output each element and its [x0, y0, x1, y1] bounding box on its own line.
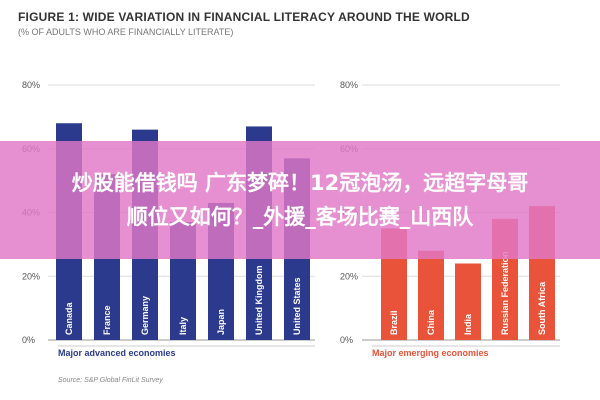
- emerging-bar: [418, 250, 444, 340]
- advanced-y-tick-label: 0%: [22, 335, 35, 345]
- advanced-category-label: Canada: [64, 301, 74, 335]
- overlay-headline-line-2: 顺位又如何？_外援_客场比赛_山西队: [126, 205, 474, 229]
- advanced-category-label: Germany: [140, 296, 150, 335]
- emerging-bar: [455, 263, 481, 340]
- overlay-headline-line-1: 炒股能借钱吗 广东梦碎！12冠泡汤，远超字母哥: [71, 171, 529, 195]
- advanced-category-label: France: [102, 305, 112, 335]
- advanced-group-title: Major advanced economies: [58, 348, 176, 358]
- advanced-y-tick-label: 80%: [22, 80, 40, 90]
- emerging-category-label: India: [463, 313, 473, 335]
- emerging-category-label: China: [426, 309, 436, 335]
- advanced-y-tick-label: 20%: [22, 271, 40, 281]
- advanced-category-label: United States: [292, 277, 302, 335]
- emerging-y-tick-label: 20%: [340, 271, 358, 281]
- figure-title: FIGURE 1: WIDE VARIATION IN FINANCIAL LI…: [18, 10, 470, 24]
- headline-overlay-banner: 炒股能借钱吗 广东梦碎！12冠泡汤，远超字母哥 顺位又如何？_外援_客场比赛_山…: [0, 141, 600, 259]
- emerging-y-tick-label: 0%: [340, 335, 353, 345]
- advanced-category-label: Japan: [216, 309, 226, 335]
- emerging-category-label: Brazil: [389, 310, 399, 335]
- emerging-group-title: Major emerging economies: [372, 348, 489, 358]
- emerging-y-tick-label: 80%: [340, 80, 358, 90]
- source-note: Source: S&P Global FinLit Survey: [58, 377, 163, 384]
- emerging-category-label: South Africa: [537, 281, 547, 335]
- figure-subtitle: (% OF ADULTS WHO ARE FINANCIALLY LITERAT…: [18, 27, 234, 37]
- emerging-category-label: Russian Federation: [500, 251, 510, 335]
- advanced-category-label: United Kingdom: [254, 266, 264, 336]
- advanced-category-label: Italy: [178, 317, 188, 335]
